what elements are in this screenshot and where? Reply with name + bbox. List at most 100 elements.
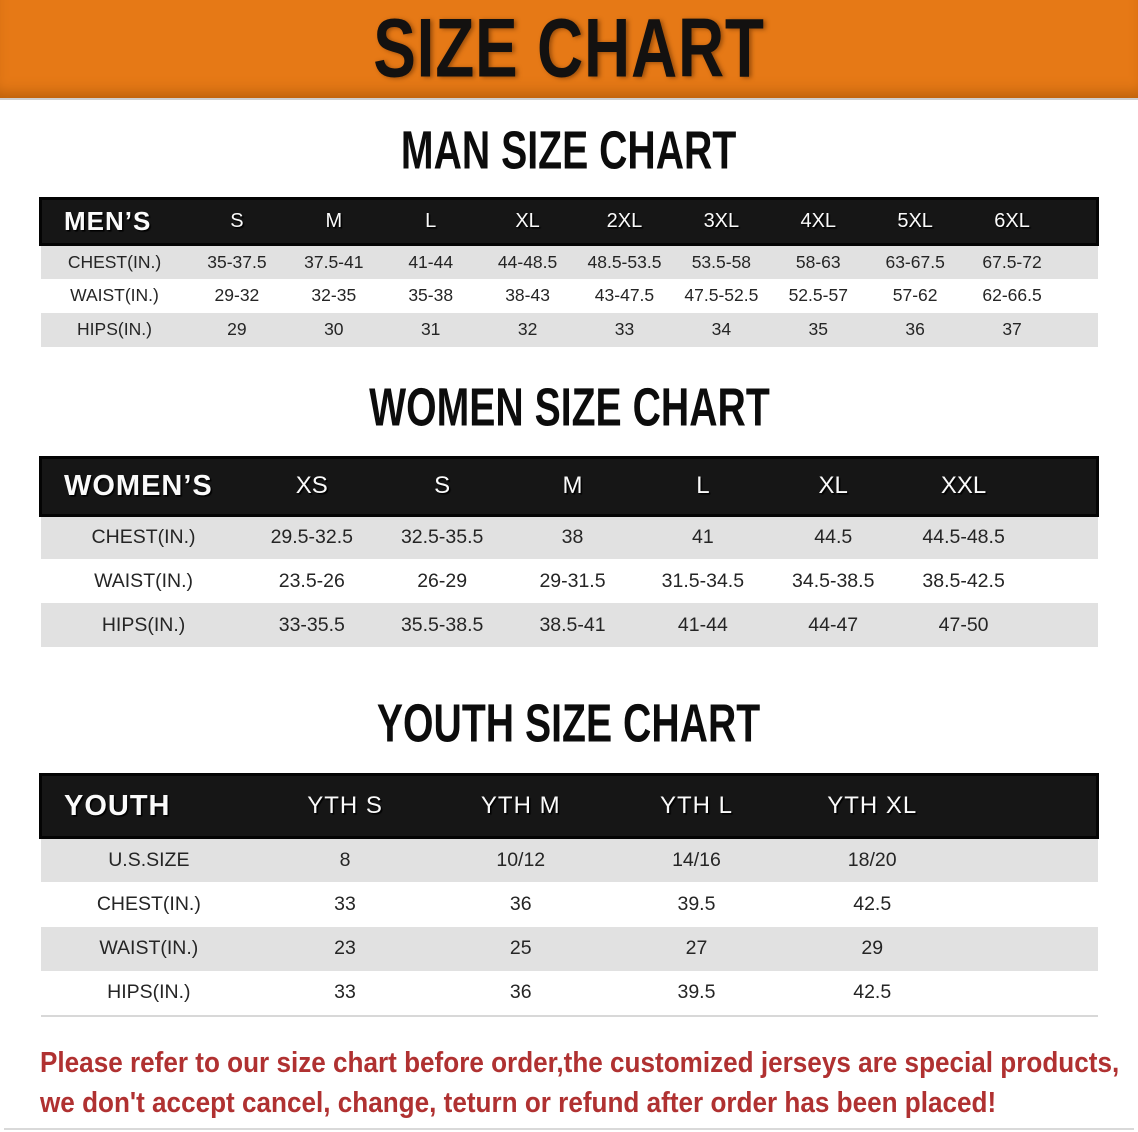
bottom-divider [4,1128,1134,1130]
column-header: 2XL [576,197,673,246]
row-spacer [1061,313,1098,347]
table-row: WAIST(IN.) 23.5-26 26-29 29-31.5 31.5-34.5 34… [40,559,1098,603]
cell-value: 63-67.5 [885,251,945,272]
youth-size-table: YOUTH YTH S YTH M YTH L YTH XL U.S.SIZE 8 10/12… [39,773,1100,1017]
cell-value: 38-43 [505,285,550,305]
table-row: CHEST(IN.) 35-37.5 37.5-41 41-44 44-48.5 48.5… [40,244,1098,279]
cell-value: 35-38 [408,285,454,305]
header-spacer [1060,197,1099,246]
table-corner-label: WOMEN’S [38,455,247,517]
table-row: HIPS(IN.) 33 36 39.5 42.5 [40,971,1098,1016]
cell-value: 31.5-34.5 [661,569,745,592]
banner-title: SIZE CHART [373,2,765,95]
row-label: CHEST(IN.) [91,526,196,549]
table-row: CHEST(IN.) 33 36 39.5 42.5 [40,882,1098,927]
cell-value: 34 [711,319,732,339]
cell-value: 29.5-32.5 [270,526,353,549]
column-header: XL [768,455,899,517]
cell-value: 62-66.5 [982,285,1042,305]
cell-value: 39.5 [677,981,716,1004]
cell-value: 29-31.5 [539,569,606,592]
women-size-chart-section: WOMEN SIZE CHART WOMEN’S XS S M L XL XXL CHEST(… [0,380,1138,647]
cell-value: 35.5-38.5 [400,613,484,636]
cell-value: 18/20 [847,849,897,871]
row-label: CHEST(IN.) [96,892,201,915]
cell-value: 23.5-26 [278,569,345,592]
cell-value: 30 [324,319,344,339]
column-header: 3XL [672,197,770,246]
cell-value: 29 [861,937,884,960]
cell-value: 67.5-72 [982,251,1042,272]
men-size-table: MEN’S S M L XL 2XL 3XL 4XL 5XL 6XL CHEST(IN.) 35-37… [39,197,1099,347]
disclaimer-line-2: we don't accept cancel, change, teturn o… [40,1086,997,1119]
cell-value: 52.5-57 [788,285,848,305]
cell-value: 14/16 [672,849,721,871]
column-header: YTH L [608,773,785,839]
cell-value: 23 [334,937,356,960]
column-header: YTH XL [784,773,961,839]
row-spacer [960,971,1097,1016]
table-row: HIPS(IN.) 33-35.5 35.5-38.5 38.5-41 41-44 44-… [40,603,1098,647]
row-label: CHEST(IN.) [67,251,162,272]
cell-value: 33 [334,892,356,915]
row-label: HIPS(IN.) [107,981,191,1004]
row-label: WAIST(IN.) [99,937,199,960]
table-header-row: MEN’S S M L XL 2XL 3XL 4XL 5XL 6XL [39,197,1099,246]
cell-value: 8 [339,849,351,871]
column-header: XL [479,197,577,246]
row-label: U.S.SIZE [108,849,190,871]
cell-value: 33-35.5 [278,613,345,636]
cell-value: 32-35 [311,285,357,305]
cell-value: 26-29 [417,569,468,592]
table-header-row: WOMEN’S XS S M L XL XXL [38,455,1099,517]
cell-value: 38 [561,526,584,549]
row-spacer [960,838,1097,883]
row-label: WAIST(IN.) [70,285,159,305]
cell-value: 35 [808,319,828,339]
header-spacer [1028,455,1099,517]
row-spacer [1029,559,1098,603]
cell-value: 48.5-53.5 [587,251,662,272]
cell-value: 33 [614,319,635,339]
cell-value: 41-44 [408,251,454,272]
column-header: YTH S [257,773,433,839]
column-header: S [188,197,286,246]
table-row: U.S.SIZE 8 10/12 14/16 18/20 [40,837,1098,883]
cell-value: 35-37.5 [207,251,267,272]
cell-value: 10/12 [496,849,546,871]
cell-value: 47.5-52.5 [684,285,759,305]
column-header: L [382,197,480,246]
column-header: M [507,455,638,517]
table-corner-label: MEN’S [39,197,189,246]
cell-value: 44-47 [808,613,859,636]
cell-value: 32.5-35.5 [400,526,484,549]
cell-value: 44-48.5 [497,251,558,272]
cell-value: 29-32 [214,285,260,305]
cell-value: 37 [1002,319,1022,339]
cell-value: 58-63 [795,251,841,272]
column-header: S [376,455,508,517]
column-header: XXL [898,455,1029,517]
row-spacer [1061,279,1098,313]
row-label: HIPS(IN.) [77,319,152,339]
cell-value: 31 [420,319,441,339]
column-header: XS [246,455,377,517]
table-header-row: YOUTH YTH S YTH M YTH L YTH XL [39,773,1100,839]
banner: SIZE CHART [0,0,1138,100]
column-header: YTH M [432,773,609,839]
cell-value: 33 [334,981,356,1004]
cell-value: 36 [905,319,925,339]
cell-value: 25 [509,937,532,960]
youth-section-title: YOUTH SIZE CHART [377,694,761,754]
cell-value: 42.5 [853,892,892,915]
header-spacer [960,773,1100,839]
cell-value: 39.5 [677,892,716,915]
cell-value: 41-44 [677,613,728,636]
cell-value: 36 [509,981,532,1004]
table-row: WAIST(IN.) 23 25 27 29 [40,926,1098,971]
table-corner-label: YOUTH [39,773,258,839]
cell-value: 42.5 [853,981,892,1004]
cell-value: 29 [227,319,247,339]
disclaimer: Please refer to our size chart before or… [40,1043,1138,1123]
